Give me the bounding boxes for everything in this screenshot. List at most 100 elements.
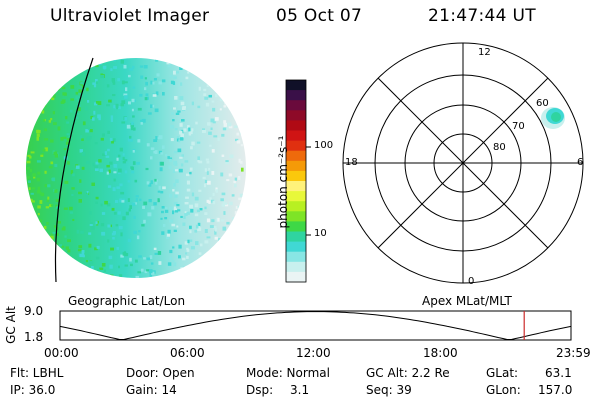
image-speckle — [44, 147, 48, 152]
image-speckle — [153, 78, 157, 81]
image-speckle — [110, 247, 114, 251]
image-speckle — [173, 201, 178, 205]
image-speckle — [44, 138, 49, 141]
image-speckle — [127, 198, 130, 202]
image-speckle — [133, 127, 136, 131]
image-speckle — [130, 166, 134, 169]
image-speckle — [124, 95, 128, 99]
image-speckle — [168, 157, 173, 160]
image-speckle — [77, 253, 81, 257]
image-speckle — [26, 160, 31, 164]
left-map-caption: Geographic Lat/Lon — [68, 294, 186, 308]
image-speckle — [106, 84, 110, 88]
image-speckle — [149, 269, 153, 274]
image-speckle — [238, 275, 243, 278]
image-speckle — [204, 240, 209, 244]
image-speckle — [29, 156, 32, 159]
image-speckle — [218, 264, 222, 268]
image-speckle — [30, 151, 35, 154]
image-speckle — [97, 114, 101, 119]
image-speckle — [234, 101, 238, 104]
image-speckle — [113, 66, 117, 69]
image-speckle — [161, 206, 165, 209]
image-speckle — [173, 208, 177, 212]
image-speckle — [221, 192, 226, 196]
image-speckle — [240, 144, 243, 147]
image-speckle — [179, 156, 183, 159]
image-speckle — [219, 98, 224, 102]
image-speckle — [26, 166, 30, 170]
image-speckle — [110, 274, 114, 278]
image-speckle — [236, 229, 241, 234]
image-speckle — [164, 217, 168, 220]
image-speckle — [235, 206, 239, 209]
image-speckle — [221, 203, 225, 207]
image-speckle — [45, 83, 49, 86]
image-speckle — [52, 84, 57, 88]
image-speckle — [121, 100, 126, 104]
image-speckle — [62, 136, 67, 139]
image-speckle — [113, 171, 117, 174]
image-speckle — [120, 103, 124, 107]
image-speckle — [27, 113, 31, 118]
image-speckle — [42, 98, 45, 102]
colorbar-segment — [286, 211, 306, 222]
image-speckle — [26, 71, 29, 75]
image-speckle — [185, 76, 189, 80]
image-speckle — [202, 176, 206, 180]
image-speckle — [146, 181, 150, 185]
image-speckle — [189, 167, 193, 171]
image-speckle — [44, 75, 48, 79]
image-speckle — [111, 140, 114, 144]
image-speckle — [204, 179, 208, 183]
image-speckle — [47, 86, 51, 91]
image-speckle — [98, 159, 102, 163]
image-speckle — [177, 148, 182, 153]
image-speckle — [155, 91, 159, 96]
colorbar-segment — [286, 261, 306, 273]
image-speckle — [132, 65, 135, 69]
image-speckle — [197, 105, 201, 109]
x-tick-0600: 06:00 — [170, 346, 205, 360]
image-speckle — [233, 105, 237, 109]
image-speckle — [52, 265, 56, 269]
image-speckle — [32, 244, 37, 248]
image-speckle — [144, 97, 148, 101]
image-speckle — [100, 137, 104, 141]
image-speckle — [67, 263, 70, 267]
image-speckle — [208, 200, 211, 204]
image-speckle — [59, 76, 63, 80]
image-speckle — [124, 264, 128, 267]
image-speckle — [66, 133, 70, 136]
image-speckle — [130, 126, 134, 131]
image-speckle — [221, 219, 225, 222]
image-speckle — [46, 199, 49, 203]
image-speckle — [63, 70, 67, 73]
image-speckle — [166, 276, 170, 278]
image-speckle — [234, 183, 237, 188]
image-speckle — [63, 207, 68, 210]
image-speckle — [228, 173, 233, 177]
image-speckle — [70, 265, 75, 269]
image-speckle — [235, 231, 238, 234]
image-speckle — [122, 161, 126, 164]
mlt-label-12: 12 — [478, 47, 491, 58]
image-speckle — [42, 63, 45, 66]
image-speckle — [121, 121, 126, 124]
image-speckle — [57, 126, 61, 131]
image-speckle — [240, 65, 244, 68]
image-speckle — [229, 60, 232, 64]
image-speckle — [39, 200, 43, 204]
image-speckle — [70, 85, 75, 89]
image-speckle — [68, 206, 73, 211]
image-speckle — [109, 137, 113, 142]
image-speckle — [33, 104, 38, 108]
image-speckle — [95, 161, 99, 165]
image-speckle — [30, 90, 34, 94]
image-speckle — [27, 250, 31, 254]
image-speckle — [155, 181, 158, 185]
image-speckle — [81, 59, 86, 62]
colorbar — [286, 80, 306, 283]
image-speckle — [28, 158, 31, 161]
image-speckle — [234, 211, 239, 215]
